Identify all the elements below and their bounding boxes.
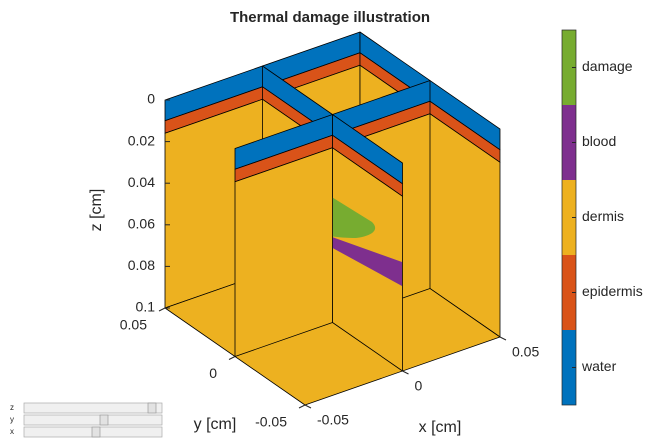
chart-title: Thermal damage illustration [230, 9, 430, 26]
x-tick-label: -0.05 [317, 412, 349, 428]
z-tick-label: 0.1 [136, 299, 156, 315]
volume [165, 32, 500, 405]
x-axis-label: x [cm] [419, 419, 462, 436]
slider-thumb [92, 427, 100, 437]
y-axis-label: y [cm] [194, 416, 237, 433]
y-tick-label: 0 [209, 365, 217, 381]
colorbar-label: water [581, 358, 617, 374]
slider-track [24, 415, 162, 425]
z-tick-label: 0.04 [128, 174, 155, 190]
slice-y [235, 148, 333, 357]
y-tick [229, 357, 235, 360]
y-tick [159, 308, 165, 311]
slider-label: y [10, 415, 14, 424]
figure: Thermal damage illustration z [cm] y [cm… [0, 0, 647, 441]
colorbar-label: damage [582, 58, 633, 74]
x-tick-label: 0 [415, 378, 423, 394]
slider[interactable] [24, 403, 162, 413]
x-tick [500, 337, 506, 340]
slider-label: x [10, 427, 14, 436]
slider[interactable] [24, 415, 162, 425]
colorbar-label: epidermis [582, 283, 643, 299]
slider[interactable] [24, 427, 162, 437]
slider-track [24, 403, 162, 413]
x-tick [403, 371, 409, 374]
y-tick-label: -0.05 [255, 414, 287, 430]
z-tick-label: 0.06 [128, 216, 155, 232]
slider-label: z [10, 403, 14, 412]
x-tick [305, 405, 311, 408]
z-tick-label: 0.02 [128, 132, 155, 148]
slider-thumb [100, 415, 108, 425]
slider-thumb [148, 403, 156, 413]
z-tick-label: 0 [147, 91, 155, 107]
colorbar-label: dermis [582, 208, 624, 224]
x-tick-label: 0.05 [512, 344, 539, 360]
z-tick-label: 0.08 [128, 257, 155, 273]
colorbar-label: blood [582, 133, 616, 149]
y-tick-label: 0.05 [120, 317, 147, 333]
z-axis-label: z [cm] [88, 189, 105, 232]
y-tick [299, 405, 305, 408]
